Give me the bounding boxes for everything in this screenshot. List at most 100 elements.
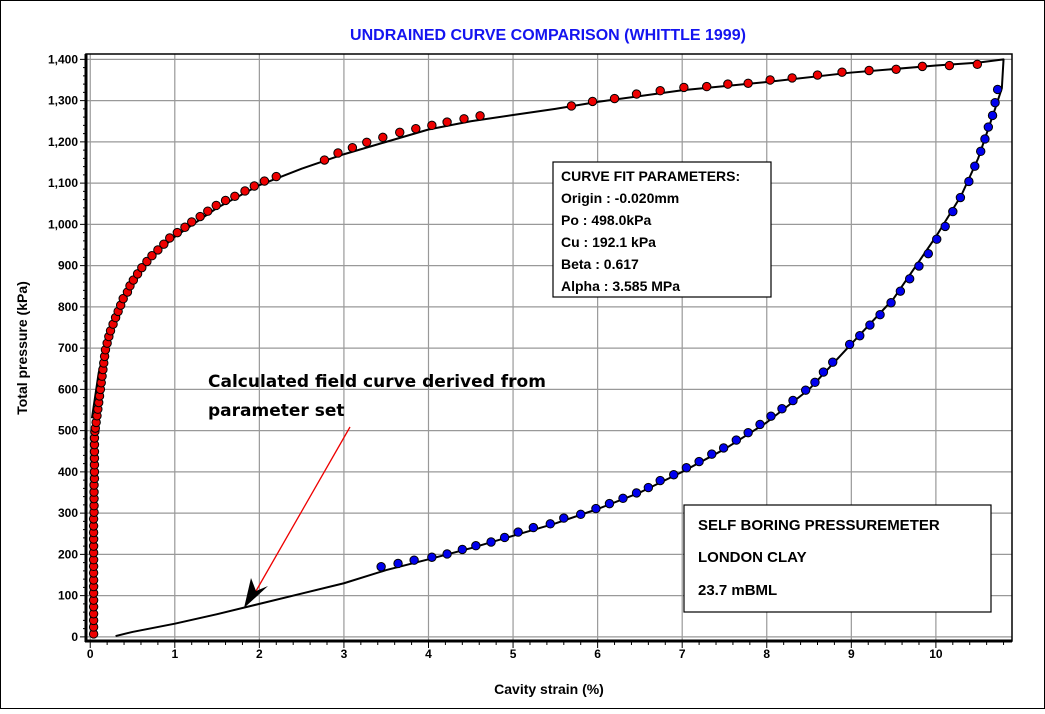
loading-data-point [723, 79, 733, 89]
loading-data-point [195, 211, 205, 222]
unloading-data-point [818, 367, 829, 377]
loading-data-point [180, 222, 190, 232]
info-test-type: SELF BORING PRESSUREMETER [698, 517, 940, 534]
y-axis-label: Total pressure (kPa) [14, 281, 30, 415]
y-tick-label: 200 [58, 547, 78, 561]
info-depth: 23.7 mBML [698, 582, 777, 599]
loading-data-point [378, 132, 388, 143]
unloading-data-point [631, 488, 642, 498]
annotation-arrow-line [255, 426, 351, 592]
unloading-data-point [855, 331, 865, 341]
unloading-data-point [731, 435, 742, 445]
unloading-data-point [393, 558, 403, 569]
data-points [88, 59, 1003, 639]
unloading-data-point [865, 320, 875, 330]
unloading-data-point [694, 456, 704, 467]
unloading-data-point [886, 298, 896, 308]
unloading-data-point [681, 463, 692, 473]
loading-data-point [395, 127, 405, 138]
unloading-data-point [486, 537, 496, 547]
unloading-data-point [591, 503, 601, 514]
y-tick-label: 800 [58, 300, 78, 314]
loading-data-point [427, 120, 437, 131]
unloading-data-point [980, 134, 990, 144]
loading-data-point [972, 59, 983, 70]
annotation-arrowhead [244, 578, 268, 608]
unloading-data-point [810, 377, 820, 388]
y-tick-label: 0 [71, 630, 78, 644]
unloading-data-point [643, 482, 654, 493]
x-tick-label: 7 [679, 647, 686, 661]
info-soil: LONDON CLAY [698, 549, 807, 566]
unloading-data-point [427, 552, 437, 562]
y-tick-label: 1,100 [48, 176, 78, 190]
unloading-data-point [990, 97, 1000, 108]
loading-data-point [411, 123, 421, 134]
param-alpha: Alpha : 3.585 MPa [561, 278, 680, 294]
unloading-data-point [940, 221, 950, 232]
param-po: Po : 498.0kPa [561, 212, 651, 228]
test-info-box: SELF BORING PRESSUREMETER LONDON CLAY 23… [683, 504, 992, 613]
unloading-data-point [471, 541, 481, 551]
loading-data-point [159, 239, 169, 249]
unloading-data-point [844, 339, 855, 350]
y-tick-label: 300 [58, 506, 78, 520]
unloading-data-point [718, 443, 729, 453]
loading-data-point [812, 70, 823, 80]
unloading-data-point [743, 427, 753, 438]
loading-data-point [249, 181, 259, 191]
loading-data-point [230, 191, 240, 202]
unloading-data-point [875, 310, 885, 320]
unloading-data-point [513, 527, 523, 537]
unloading-data-point [618, 493, 628, 503]
loading-data-point [362, 137, 372, 147]
unloading-data-point [955, 192, 966, 203]
loading-data-point [347, 142, 358, 153]
loading-data-point [765, 75, 775, 85]
unloading-data-point [788, 395, 798, 406]
unloading-data-point [442, 549, 452, 559]
unloading-data-point [948, 206, 958, 217]
chart-title: UNDRAINED CURVE COMPARISON (WHITTLE 1999… [350, 27, 746, 44]
x-tick-label: 3 [341, 647, 348, 661]
loading-data-point [211, 200, 221, 211]
unloading-data-point [964, 176, 974, 187]
loading-data-point [271, 171, 281, 182]
unloading-data-point [828, 357, 838, 367]
loading-data-point [917, 61, 928, 72]
y-tick-label: 500 [58, 424, 78, 438]
unloading-data-point [987, 110, 998, 121]
loading-data-point [702, 81, 712, 92]
unloading-data-point [707, 449, 717, 459]
x-tick-label: 5 [510, 647, 517, 661]
unloading-data-point [559, 513, 569, 523]
curve-fit-parameters-box: CURVE FIT PARAMETERS: Origin : -0.020mm … [552, 161, 772, 298]
unloading-data-point [376, 562, 386, 572]
unloading-data-point [669, 470, 679, 480]
loading-data-point [172, 227, 183, 238]
unloading-data-point [528, 522, 539, 533]
loading-data-point [944, 60, 955, 71]
unloading-data-point [409, 555, 419, 565]
unloading-data-point [976, 146, 986, 157]
loading-data-point [187, 217, 197, 227]
unloading-data-point [604, 498, 615, 509]
unloading-data-point [755, 419, 765, 430]
loading-data-point [864, 65, 874, 76]
param-beta: Beta : 0.617 [561, 256, 639, 272]
x-tick-label: 0 [87, 647, 94, 661]
loading-data-point [333, 148, 343, 158]
loading-data-point [137, 262, 147, 273]
y-tick-label: 1,200 [48, 135, 78, 149]
loading-data-point [220, 195, 231, 206]
unloading-data-point [983, 122, 994, 132]
annotation-text-line1: Calculated field curve derived from [208, 372, 546, 392]
loading-data-point [259, 176, 270, 186]
loading-data-point [631, 89, 642, 99]
unloading-data-point [992, 84, 1003, 95]
loading-data-point [891, 64, 901, 74]
param-cu: Cu : 192.1 kPa [561, 234, 656, 250]
loading-data-point [442, 117, 452, 127]
loading-data-point [837, 67, 847, 77]
loading-data-point [743, 78, 753, 88]
